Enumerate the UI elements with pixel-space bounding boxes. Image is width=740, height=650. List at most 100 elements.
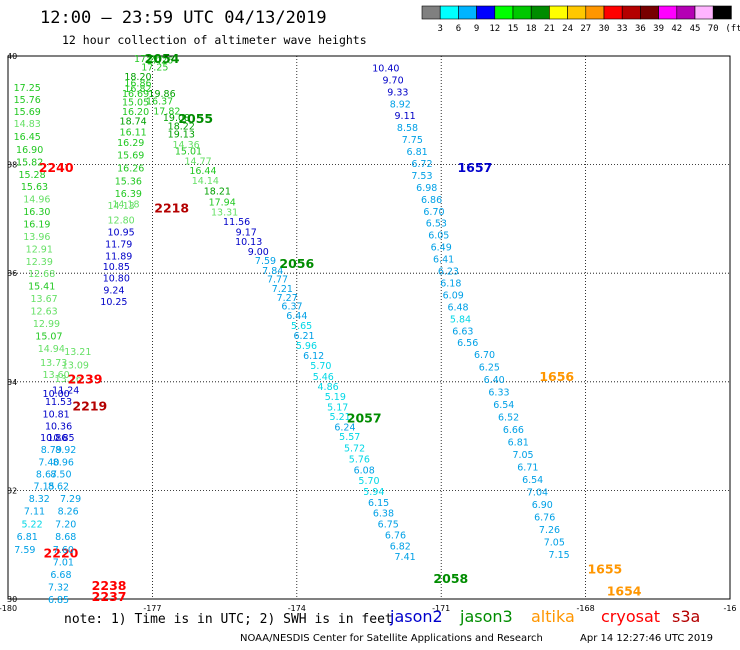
swh-data-label: 16.37 [146,97,173,108]
legend-tick-label: 36 [635,24,646,34]
swh-data-label: 13.73 [40,358,67,369]
legend-tick-label: 45 [690,24,701,34]
swh-data-label: 10.81 [43,409,70,420]
x-tick-label: -168 [577,604,595,613]
swh-data-label: 15.69 [14,107,41,118]
swh-data-label: 6.12 [303,351,324,362]
swh-data-label: 7.29 [60,494,81,505]
swh-data-label: 14.77 [185,156,212,167]
legend-tick-label: 12 [489,24,500,34]
swh-data-label: 10.80 [103,274,130,285]
legend-tick-label: 9 [474,24,479,34]
legend-tick-label: 24 [562,24,573,34]
swh-data-label: 6.09 [443,290,464,301]
swh-data-label: 18.20 [124,72,151,83]
pass-time-label: 2237 [92,589,127,604]
y-tick-label: 40 [7,52,17,61]
swh-data-label: 7.53 [411,171,432,182]
swh-data-label: 6.53 [426,219,447,230]
swh-data-label: 4.86 [318,382,339,393]
legend-tick-label: 33 [617,24,628,34]
swh-data-label: 5.76 [349,454,370,465]
swh-data-label: 6.23 [438,267,459,278]
swh-data-label: 5.84 [450,314,471,325]
swh-data-label: 18.22 [168,122,195,133]
track-altika: 6.706.256.406.336.546.526.666.817.056.71… [474,350,642,598]
satellite-name-cryosat: cryosat [601,607,661,626]
y-tick-label: 32 [7,486,17,495]
swh-data-label: 15.07 [35,332,62,343]
swh-data-label: 7.05 [544,537,565,548]
pass-time-label: 2054 [145,51,180,66]
swh-data-label: 15.76 [14,95,41,106]
x-tick-label: -177 [143,604,161,613]
swh-data-label: 6.70 [474,350,495,361]
swh-data-label: 10.85 [47,433,74,444]
swh-data-label: 10.36 [45,421,72,432]
swh-data-label: 15.05 [122,98,149,109]
swh-data-label: 14.18 [112,200,139,211]
swh-data-label: 8.26 [58,507,79,518]
swh-data-label: 6.37 [281,301,302,312]
swh-data-label: 7.01 [53,558,74,569]
pass-time-label: 2056 [279,256,314,271]
swh-data-label: 6.72 [411,159,432,170]
swh-data-label: 6.86 [421,195,442,206]
swh-data-label: 7.41 [395,552,416,563]
swh-data-label: 17.25 [14,83,41,94]
swh-data-label: 6.75 [378,520,399,531]
swh-data-label: 6.33 [488,388,509,399]
swh-data-label: 16.11 [120,128,147,139]
legend-tick-label: 27 [580,24,591,34]
swh-data-label: 17.82 [153,106,180,117]
swh-data-label: 5.21 [330,412,351,423]
pass-time-label: 2240 [39,160,74,175]
legend-tick-label: 3 [437,24,442,34]
swh-data-label: 15.28 [18,170,45,181]
pass-time-label: 1654 [607,583,642,598]
swh-data-label: 6.05 [428,231,449,242]
swh-data-label: 14.36 [172,140,199,151]
swh-data-label: 6.25 [479,363,500,374]
y-tick-label: 34 [7,378,17,387]
swh-data-label: 5.65 [291,321,312,332]
swh-data-label: 6.85 [48,595,69,606]
swh-data-label: 6.38 [373,509,394,520]
swh-data-label: 8.50 [50,470,71,481]
swh-data-label: 9.24 [103,286,124,297]
swh-data-label: 9.11 [395,111,416,122]
swh-data-label: 7.77 [267,275,288,286]
swh-data-label: 8.62 [48,482,69,493]
swh-data-label: 5.19 [325,392,346,403]
swh-data-label: 10.95 [108,227,135,238]
swh-data-label: 7.75 [402,135,423,146]
satellite-name-jason2: jason2 [390,607,443,626]
swh-data-label: 6.52 [498,413,519,424]
swh-data-label: 13.09 [62,360,89,371]
swh-data-label: 7.21 [272,284,293,295]
x-tick-label: -16 [723,604,736,613]
swh-data-label: 12.63 [30,307,57,318]
swh-data-label: 5.96 [296,341,317,352]
swh-data-label: 5.72 [344,444,365,455]
page-title: 12:00 – 23:59 UTC 04/13/2019 [40,8,327,28]
swh-data-label: 7.59 [14,545,35,556]
swh-data-label: 8.92 [390,99,411,110]
legend-tick-label: 18 [526,24,537,34]
swh-data-label: 9.33 [387,87,408,98]
legend-tick-label: 30 [599,24,610,34]
swh-data-label: 17.26 [146,55,173,66]
swh-data-label: 14.14 [192,176,219,187]
swh-data-label: 7.59 [255,256,276,267]
swh-data-label: 16.82 [124,84,151,95]
swh-data-label: 14.83 [14,119,41,130]
swh-data-label: 16.26 [117,163,144,174]
swh-data-label: 14.94 [38,344,65,355]
swh-data-label: 11.24 [52,385,79,396]
x-tick-label: -171 [432,604,450,613]
swh-data-label: 5.94 [363,487,384,498]
swh-data-label: 8.32 [29,494,50,505]
